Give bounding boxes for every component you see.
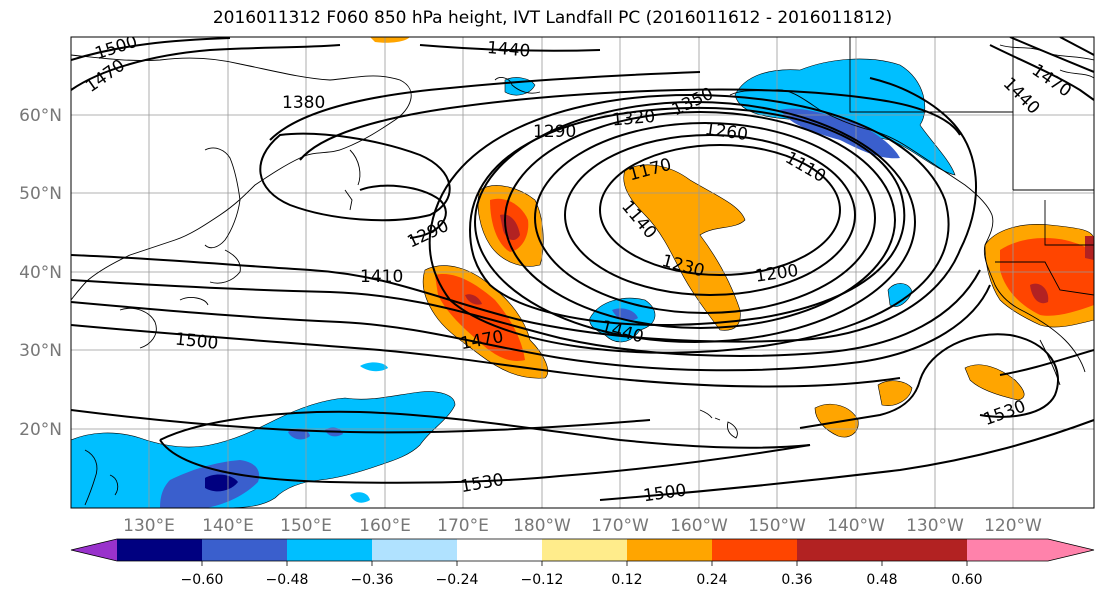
- colorbar-tick-label: −0.48: [266, 572, 309, 588]
- colorbar-extend-low: [71, 539, 117, 561]
- lon-label: 170°E: [437, 516, 489, 536]
- contour-label: 1290: [533, 122, 576, 142]
- lon-label: 160°W: [670, 516, 728, 536]
- colorbar-tick-label: 0.12: [611, 572, 642, 588]
- contour-label: 1410: [360, 267, 403, 287]
- colorbar-segment: [287, 539, 372, 561]
- ivt-shading: [71, 37, 1094, 508]
- contour-label: 1440: [486, 38, 531, 62]
- lon-label: 130°E: [123, 516, 175, 536]
- colorbar-tick-label: −0.24: [436, 572, 479, 588]
- lon-label: 180°W: [513, 516, 571, 536]
- coastlines: [71, 37, 1094, 506]
- height-contours: [71, 37, 1094, 501]
- colorbar: −0.60 −0.48 −0.36 −0.24 −0.12 0.12 0.24 …: [70, 538, 1095, 588]
- colorbar-segment: [627, 539, 712, 561]
- lon-label: 130°W: [906, 516, 964, 536]
- contour-label: 1380: [282, 93, 325, 113]
- lon-label: 140°E: [202, 516, 254, 536]
- lat-label: 20°N: [19, 420, 62, 440]
- colorbar-segment: [202, 539, 287, 561]
- colorbar-tick-label: 0.24: [696, 572, 727, 588]
- colorbar-segment: [542, 539, 627, 561]
- colorbar-segment: [457, 539, 542, 561]
- lat-label: 30°N: [19, 341, 62, 361]
- contour-label: 1320: [611, 107, 656, 131]
- colorbar-tick-label: −0.12: [521, 572, 564, 588]
- lon-label: 170°W: [591, 516, 649, 536]
- colorbar-segment: [712, 539, 797, 561]
- page-title: 2016011312 F060 850 hPa height, IVT Land…: [212, 8, 893, 28]
- lon-label: 120°W: [984, 516, 1042, 536]
- longitude-labels: 130°E 140°E 150°E 160°E 170°E 180°W 170°…: [123, 516, 1042, 536]
- lon-label: 150°W: [748, 516, 806, 536]
- latitude-labels: 60°N 50°N 40°N 30°N 20°N: [19, 106, 62, 440]
- lon-label: 150°E: [280, 516, 332, 536]
- map-frame: [70, 36, 1095, 509]
- lon-label: 140°W: [827, 516, 885, 536]
- lat-label: 40°N: [19, 263, 62, 283]
- lat-label: 60°N: [19, 106, 62, 126]
- colorbar-tick-label: 0.36: [781, 572, 812, 588]
- colorbar-tick-label: −0.60: [181, 572, 224, 588]
- contour-label: 1500: [174, 329, 219, 353]
- colorbar-segment: [117, 539, 202, 561]
- colorbar-segment: [882, 539, 967, 561]
- colorbar-tick-label: −0.36: [351, 572, 394, 588]
- colorbar-segment: [797, 539, 882, 561]
- colorbar-tick-label: 0.60: [951, 572, 982, 588]
- map-background: [71, 37, 1094, 508]
- lat-label: 50°N: [19, 184, 62, 204]
- lon-label: 160°E: [359, 516, 411, 536]
- colorbar-segment: [372, 539, 457, 561]
- colorbar-tick-label: 0.48: [866, 572, 897, 588]
